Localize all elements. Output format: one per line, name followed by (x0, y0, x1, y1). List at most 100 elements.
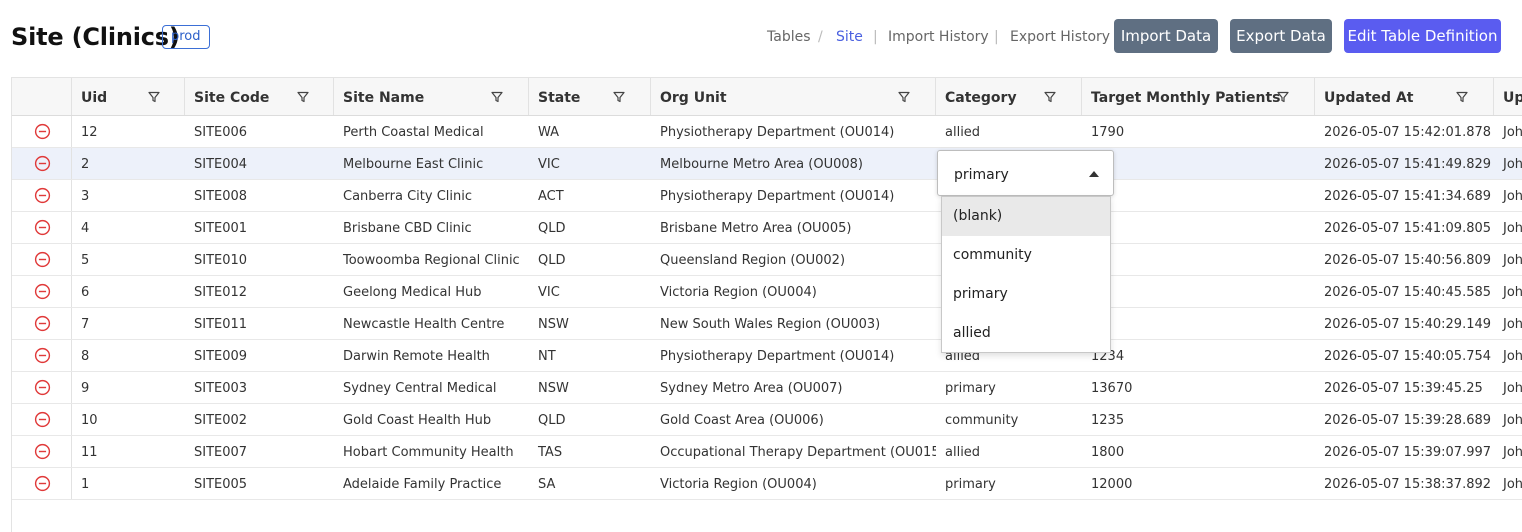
filter-icon[interactable] (297, 91, 309, 103)
cell-site-name[interactable]: Perth Coastal Medical (343, 125, 484, 140)
table-row[interactable]: 12 SITE006 Perth Coastal Medical WA Physioth… (12, 116, 1522, 148)
cell-updated-by[interactable]: John (1503, 349, 1522, 364)
cell-updated-at[interactable]: 2026-05-07 15:41:49.829 (1324, 157, 1492, 172)
cell-updated-by[interactable]: John (1503, 189, 1522, 204)
cell-updated-at[interactable]: 2026-05-07 15:40:05.754 (1324, 349, 1492, 364)
category-option-community[interactable]: community (953, 247, 1032, 263)
cell-site-name[interactable]: Adelaide Family Practice (343, 477, 502, 492)
table-row[interactable]: 9 SITE003 Sydney Central Medical NSW Sydney … (12, 372, 1522, 404)
cell-category[interactable]: allied (945, 445, 981, 460)
cell-updated-by[interactable]: John (1503, 221, 1522, 236)
cell-org-unit[interactable]: Queensland Region (OU002) (660, 253, 846, 268)
filter-icon[interactable] (898, 91, 910, 103)
remove-row-icon[interactable] (34, 187, 51, 204)
cell-category[interactable]: community (945, 413, 1019, 428)
table-row[interactable]: 10 SITE002 Gold Coast Health Hub QLD Gold Co… (12, 404, 1522, 436)
cell-org-unit[interactable]: Victoria Region (OU004) (660, 477, 817, 492)
cell-site-name[interactable]: Canberra City Clinic (343, 189, 473, 204)
cell-updated-by[interactable]: John (1503, 285, 1522, 300)
category-option-primary[interactable]: primary (953, 286, 1008, 302)
remove-row-icon[interactable] (34, 315, 51, 332)
cell-updated-at[interactable]: 2026-05-07 15:39:07.997 (1324, 445, 1492, 460)
cell-target-monthly-patients[interactable]: 1234 (1091, 349, 1125, 364)
column-header-state[interactable]: State (529, 78, 651, 115)
cell-target-monthly-patients[interactable]: 1790 (1091, 125, 1125, 140)
cell-updated-by[interactable]: John (1503, 253, 1522, 268)
filter-icon[interactable] (148, 91, 160, 103)
cell-org-unit[interactable]: Physiotherapy Department (OU014) (660, 125, 895, 140)
column-header-site-name[interactable]: Site Name (334, 78, 529, 115)
cell-updated-at[interactable]: 2026-05-07 15:38:37.892 (1324, 477, 1492, 492)
import-data-button[interactable]: Import Data (1114, 19, 1218, 53)
cell-site-code[interactable]: SITE011 (194, 317, 248, 332)
remove-row-icon[interactable] (34, 379, 51, 396)
cell-uid[interactable]: 6 (81, 285, 90, 300)
cell-target-monthly-patients[interactable]: 00 (1082, 212, 1315, 243)
cell-uid[interactable]: 3 (81, 189, 90, 204)
filter-icon[interactable] (1456, 91, 1468, 103)
cell-site-name[interactable]: Sydney Central Medical (343, 381, 497, 396)
cell-site-name[interactable]: Geelong Medical Hub (343, 285, 482, 300)
cell-state[interactable]: QLD (538, 413, 566, 428)
category-select[interactable]: primary (937, 150, 1114, 196)
cell-uid[interactable]: 8 (81, 349, 90, 364)
filter-icon[interactable] (1277, 91, 1289, 103)
table-row[interactable]: 5 SITE010 Toowoomba Regional Clinic QLD Quee… (12, 244, 1522, 276)
cell-site-name[interactable]: Hobart Community Health (343, 445, 514, 460)
filter-icon[interactable] (491, 91, 503, 103)
table-row[interactable]: 2 SITE004 Melbourne East Clinic VIC Melbourn… (12, 148, 1522, 180)
cell-uid[interactable]: 4 (81, 221, 90, 236)
cell-target-monthly-patients[interactable]: 12000 (1091, 477, 1133, 492)
remove-row-icon[interactable] (34, 475, 51, 492)
cell-updated-at[interactable]: 2026-05-07 15:41:09.805 (1324, 221, 1492, 236)
cell-updated-by[interactable]: John (1503, 157, 1522, 172)
cell-state[interactable]: WA (538, 125, 560, 140)
cell-org-unit[interactable]: Brisbane Metro Area (OU005) (660, 221, 852, 236)
filter-icon[interactable] (1044, 91, 1056, 103)
remove-row-icon[interactable] (34, 155, 51, 172)
cell-target-monthly-patients[interactable]: 13670 (1091, 381, 1133, 396)
cell-org-unit[interactable]: New South Wales Region (OU003) (660, 317, 881, 332)
table-row[interactable]: 7 SITE011 Newcastle Health Centre NSW New So… (12, 308, 1522, 340)
cell-updated-at[interactable]: 2026-05-07 15:39:45.25 (1324, 381, 1483, 396)
cell-uid[interactable]: 9 (81, 381, 90, 396)
cell-uid[interactable]: 7 (81, 317, 90, 332)
table-row[interactable]: 1 SITE005 Adelaide Family Practice SA Victor… (12, 468, 1522, 500)
cell-target-monthly-patients[interactable]: 00 (1082, 148, 1315, 179)
cell-site-name[interactable]: Melbourne East Clinic (343, 157, 484, 172)
table-row[interactable]: 11 SITE007 Hobart Community Health TAS Occup… (12, 436, 1522, 468)
column-header-site-code[interactable]: Site Code (185, 78, 334, 115)
cell-uid[interactable]: 2 (81, 157, 90, 172)
edit-table-definition-button[interactable]: Edit Table Definition (1344, 19, 1501, 53)
cell-site-code[interactable]: SITE005 (194, 477, 248, 492)
cell-state[interactable]: NT (538, 349, 556, 364)
column-header-category[interactable]: Category (936, 78, 1082, 115)
cell-category[interactable]: primary (945, 381, 996, 396)
cell-org-unit[interactable]: Occupational Therapy Department (OU015) (660, 445, 936, 460)
table-row[interactable]: 3 SITE008 Canberra City Clinic ACT Physiothe… (12, 180, 1522, 212)
cell-org-unit[interactable]: Physiotherapy Department (OU014) (660, 349, 895, 364)
category-option-allied[interactable]: allied (953, 325, 991, 341)
cell-site-name[interactable]: Darwin Remote Health (343, 349, 490, 364)
cell-target-monthly-patients[interactable]: 0 (1082, 308, 1315, 339)
cell-target-monthly-patients[interactable]: 1800 (1091, 445, 1125, 460)
remove-row-icon[interactable] (34, 251, 51, 268)
cell-uid[interactable]: 12 (81, 125, 98, 140)
column-header-target-monthly-patients[interactable]: Target Monthly Patients (1082, 78, 1315, 115)
remove-row-icon[interactable] (34, 347, 51, 364)
breadcrumb-site[interactable]: Site (836, 29, 863, 45)
cell-state[interactable]: VIC (538, 157, 560, 172)
cell-target-monthly-patients[interactable]: 0 (1082, 276, 1315, 307)
cell-site-code[interactable]: SITE012 (194, 285, 248, 300)
cell-updated-by[interactable]: John (1503, 445, 1522, 460)
cell-state[interactable]: NSW (538, 317, 569, 332)
cell-org-unit[interactable]: Victoria Region (OU004) (660, 285, 817, 300)
cell-updated-at[interactable]: 2026-05-07 15:40:56.809 (1324, 253, 1492, 268)
cell-site-code[interactable]: SITE004 (194, 157, 248, 172)
remove-row-icon[interactable] (34, 123, 51, 140)
cell-site-code[interactable]: SITE007 (194, 445, 248, 460)
export-data-button[interactable]: Export Data (1230, 19, 1332, 53)
table-row[interactable]: 4 SITE001 Brisbane CBD Clinic QLD Brisbane M… (12, 212, 1522, 244)
cell-org-unit[interactable]: Physiotherapy Department (OU014) (660, 189, 895, 204)
column-header-org-unit[interactable]: Org Unit (651, 78, 936, 115)
